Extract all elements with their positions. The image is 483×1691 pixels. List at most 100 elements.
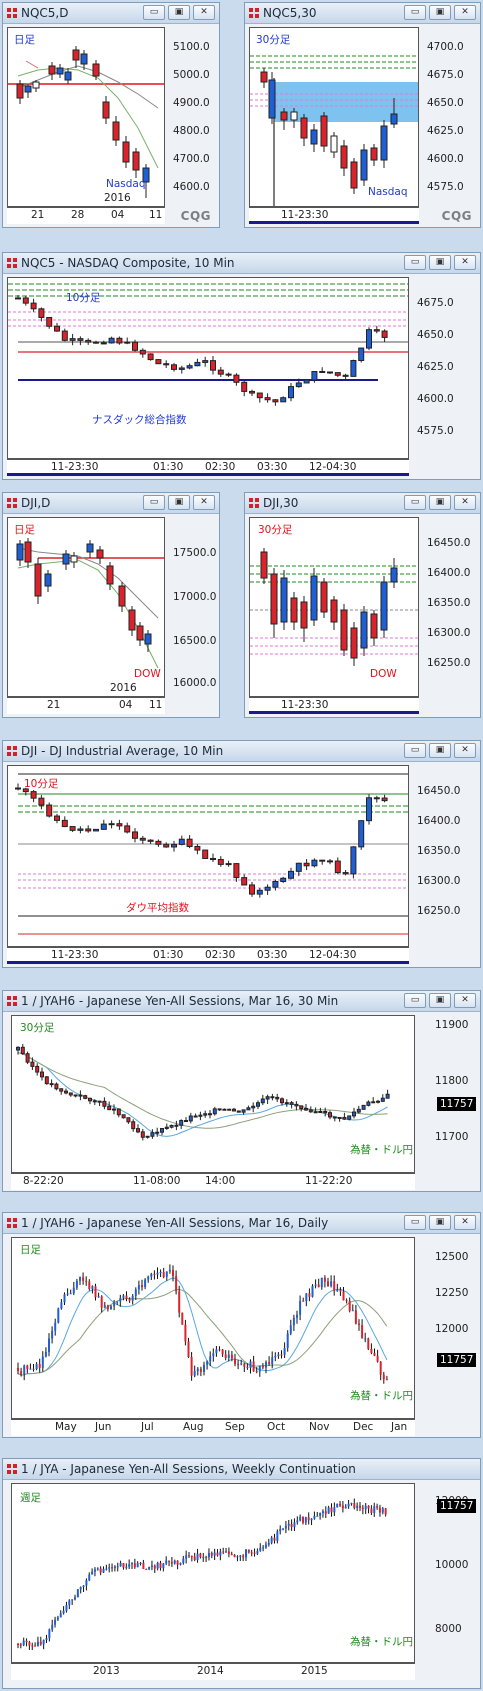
minimize-button[interactable]: ▭ (404, 495, 426, 510)
title-bar[interactable]: 1 / JYA - Japanese Yen-All Sessions, Wee… (3, 1459, 480, 1480)
time-tick: 03:30 (257, 949, 288, 961)
price-tick: 16350.0 (417, 845, 461, 857)
window-title: DJI - DJ Industrial Average, 10 Min (21, 744, 224, 758)
price-axis: 12000 10000 8000 (435, 1483, 480, 1663)
cqg-logo-icon (7, 996, 17, 1006)
cqg-logo-icon (7, 258, 17, 268)
restore-button[interactable]: ▣ (429, 5, 451, 20)
title-bar[interactable]: 1 / JYAH6 - Japanese Yen-All Sessions, M… (3, 991, 480, 1012)
time-tick: 11-08:00 (133, 1175, 181, 1187)
chart-plot-area[interactable]: 日足 DOW 2016 (7, 517, 165, 697)
time-tick: 14:00 (205, 1175, 236, 1187)
price-tick: 4650.0 (427, 97, 464, 109)
price-tick: 16450.0 (417, 785, 461, 797)
time-tick: 11-23:30 (281, 699, 329, 711)
last-price-badge: 11757 (437, 1097, 477, 1111)
candlestick-chart (8, 283, 408, 406)
price-tick: 17500.0 (173, 547, 217, 559)
cqg-logo-icon (7, 746, 17, 756)
title-bar[interactable]: DJI,30 ▭ ▣ ✕ (245, 493, 480, 514)
price-tick: 16300.0 (427, 627, 471, 639)
chart-plot-area[interactable]: 日足 Nasdaq 2016 (7, 27, 165, 207)
restore-button[interactable]: ▣ (429, 993, 451, 1008)
minimize-button[interactable]: ▭ (404, 1215, 426, 1230)
restore-button[interactable]: ▣ (429, 1215, 451, 1230)
price-tick: 4600.0 (417, 393, 454, 405)
close-button[interactable]: ✕ (454, 255, 476, 270)
title-bar[interactable]: DJI,D ▭ ▣ ✕ (3, 493, 219, 514)
time-tick: Jan (391, 1421, 408, 1433)
time-tick: 8-22:20 (23, 1175, 64, 1187)
chart-window-jpy-weekly[interactable]: 1 / JYA - Japanese Yen-All Sessions, Wee… (2, 1458, 481, 1689)
minimize-button[interactable]: ▭ (404, 5, 426, 20)
chart-window-dji-10min[interactable]: DJI - DJ Industrial Average, 10 Min ▭ ▣ … (2, 740, 481, 968)
price-tick: 4675.0 (427, 69, 464, 81)
time-tick: 2015 (301, 1665, 328, 1677)
title-bar[interactable]: NQC5 - NASDAQ Composite, 10 Min ▭ ▣ ✕ (3, 253, 480, 274)
chart-plot-area[interactable]: 30分足 Nasdaq (249, 27, 419, 207)
chart-window-nq-30[interactable]: NQC5,30 ▭ ▣ ✕ (244, 2, 481, 228)
minimize-button[interactable]: ▭ (404, 993, 426, 1008)
time-tick: 11 (149, 209, 163, 221)
instrument-label: Nasdaq (368, 186, 408, 198)
time-tick: 04 (119, 699, 133, 711)
close-button[interactable]: ✕ (193, 5, 215, 20)
title-bar[interactable]: DJI - DJ Industrial Average, 10 Min ▭ ▣ … (3, 741, 480, 762)
price-axis: 4675.0 4650.0 4625.0 4600.0 4575.0 (417, 277, 477, 459)
restore-button[interactable]: ▣ (429, 255, 451, 270)
price-tick: 16350.0 (427, 597, 471, 609)
price-tick: 16450.0 (427, 537, 471, 549)
price-tick: 4575.0 (427, 181, 464, 193)
chart-window-dji-daily[interactable]: DJI,D ▭ ▣ ✕ (2, 492, 220, 718)
title-bar[interactable]: 1 / JYAH6 - Japanese Yen-All Sessions, M… (3, 1213, 480, 1234)
close-button[interactable]: ✕ (454, 743, 476, 758)
candlestick-chart (250, 548, 418, 666)
chart-window-jpy-daily[interactable]: 1 / JYAH6 - Japanese Yen-All Sessions, M… (2, 1212, 481, 1438)
title-bar[interactable]: NQC5,30 ▭ ▣ ✕ (245, 3, 480, 24)
close-button[interactable]: ✕ (193, 495, 215, 510)
chart-window-dji-30[interactable]: DJI,30 ▭ ▣ ✕ (244, 492, 481, 718)
minimize-button[interactable]: ▭ (143, 495, 165, 510)
cqg-brand: CQG (441, 209, 472, 223)
price-tick: 16250.0 (417, 905, 461, 917)
chart-plot-area[interactable]: 10分足 ダウ平均指数 (7, 765, 409, 947)
year-label: 2016 (110, 682, 137, 694)
cqg-brand: CQG (180, 209, 211, 223)
price-tick: 11800 (435, 1075, 469, 1087)
price-tick: 4600.0 (427, 153, 464, 165)
restore-button[interactable]: ▣ (168, 495, 190, 510)
candlestick-chart (17, 1498, 387, 1651)
price-tick: 12250 (435, 1287, 469, 1299)
price-tick: 8000 (435, 1623, 462, 1635)
candlestick-chart (15, 773, 408, 935)
close-button[interactable]: ✕ (454, 993, 476, 1008)
window-title: 1 / JYA - Japanese Yen-All Sessions, Wee… (21, 1462, 356, 1476)
chart-plot-area[interactable]: 30分足 為替・ドル円 (11, 1015, 415, 1173)
chart-plot-area[interactable]: 週足 為替・ドル円 (11, 1483, 415, 1663)
chart-plot-area[interactable]: 10分足 ナスダック総合指数 (7, 277, 409, 459)
price-tick: 16300.0 (417, 875, 461, 887)
restore-button[interactable]: ▣ (429, 495, 451, 510)
candlestick-chart (16, 1044, 390, 1141)
chart-window-nq-daily[interactable]: NQC5,D ▭ ▣ ✕ (2, 2, 220, 228)
time-tick: 11-23:30 (51, 949, 99, 961)
close-button[interactable]: ✕ (454, 1215, 476, 1230)
price-axis: 17500.0 17000.0 16500.0 16000.0 (173, 517, 219, 697)
restore-button[interactable]: ▣ (168, 5, 190, 20)
cqg-logo-icon (7, 8, 17, 18)
chart-window-nq-10min[interactable]: NQC5 - NASDAQ Composite, 10 Min ▭ ▣ ✕ 10… (2, 252, 481, 480)
title-bar[interactable]: NQC5,D ▭ ▣ ✕ (3, 3, 219, 24)
restore-button[interactable]: ▣ (429, 743, 451, 758)
minimize-button[interactable]: ▭ (143, 5, 165, 20)
close-button[interactable]: ✕ (454, 495, 476, 510)
close-button[interactable]: ✕ (454, 5, 476, 20)
time-axis: 11-23:30 (249, 207, 419, 224)
chart-plot-area[interactable]: 30分足 DOW (249, 517, 419, 697)
chart-plot-area[interactable]: 日足 為替・ドル円 (11, 1237, 415, 1419)
period-label: 30分足 (256, 34, 291, 46)
cqg-logo-icon (7, 1218, 17, 1228)
minimize-button[interactable]: ▭ (404, 255, 426, 270)
chart-window-jpy-30min[interactable]: 1 / JYAH6 - Japanese Yen-All Sessions, M… (2, 990, 481, 1192)
instrument-label: ダウ平均指数 (126, 902, 189, 914)
minimize-button[interactable]: ▭ (404, 743, 426, 758)
